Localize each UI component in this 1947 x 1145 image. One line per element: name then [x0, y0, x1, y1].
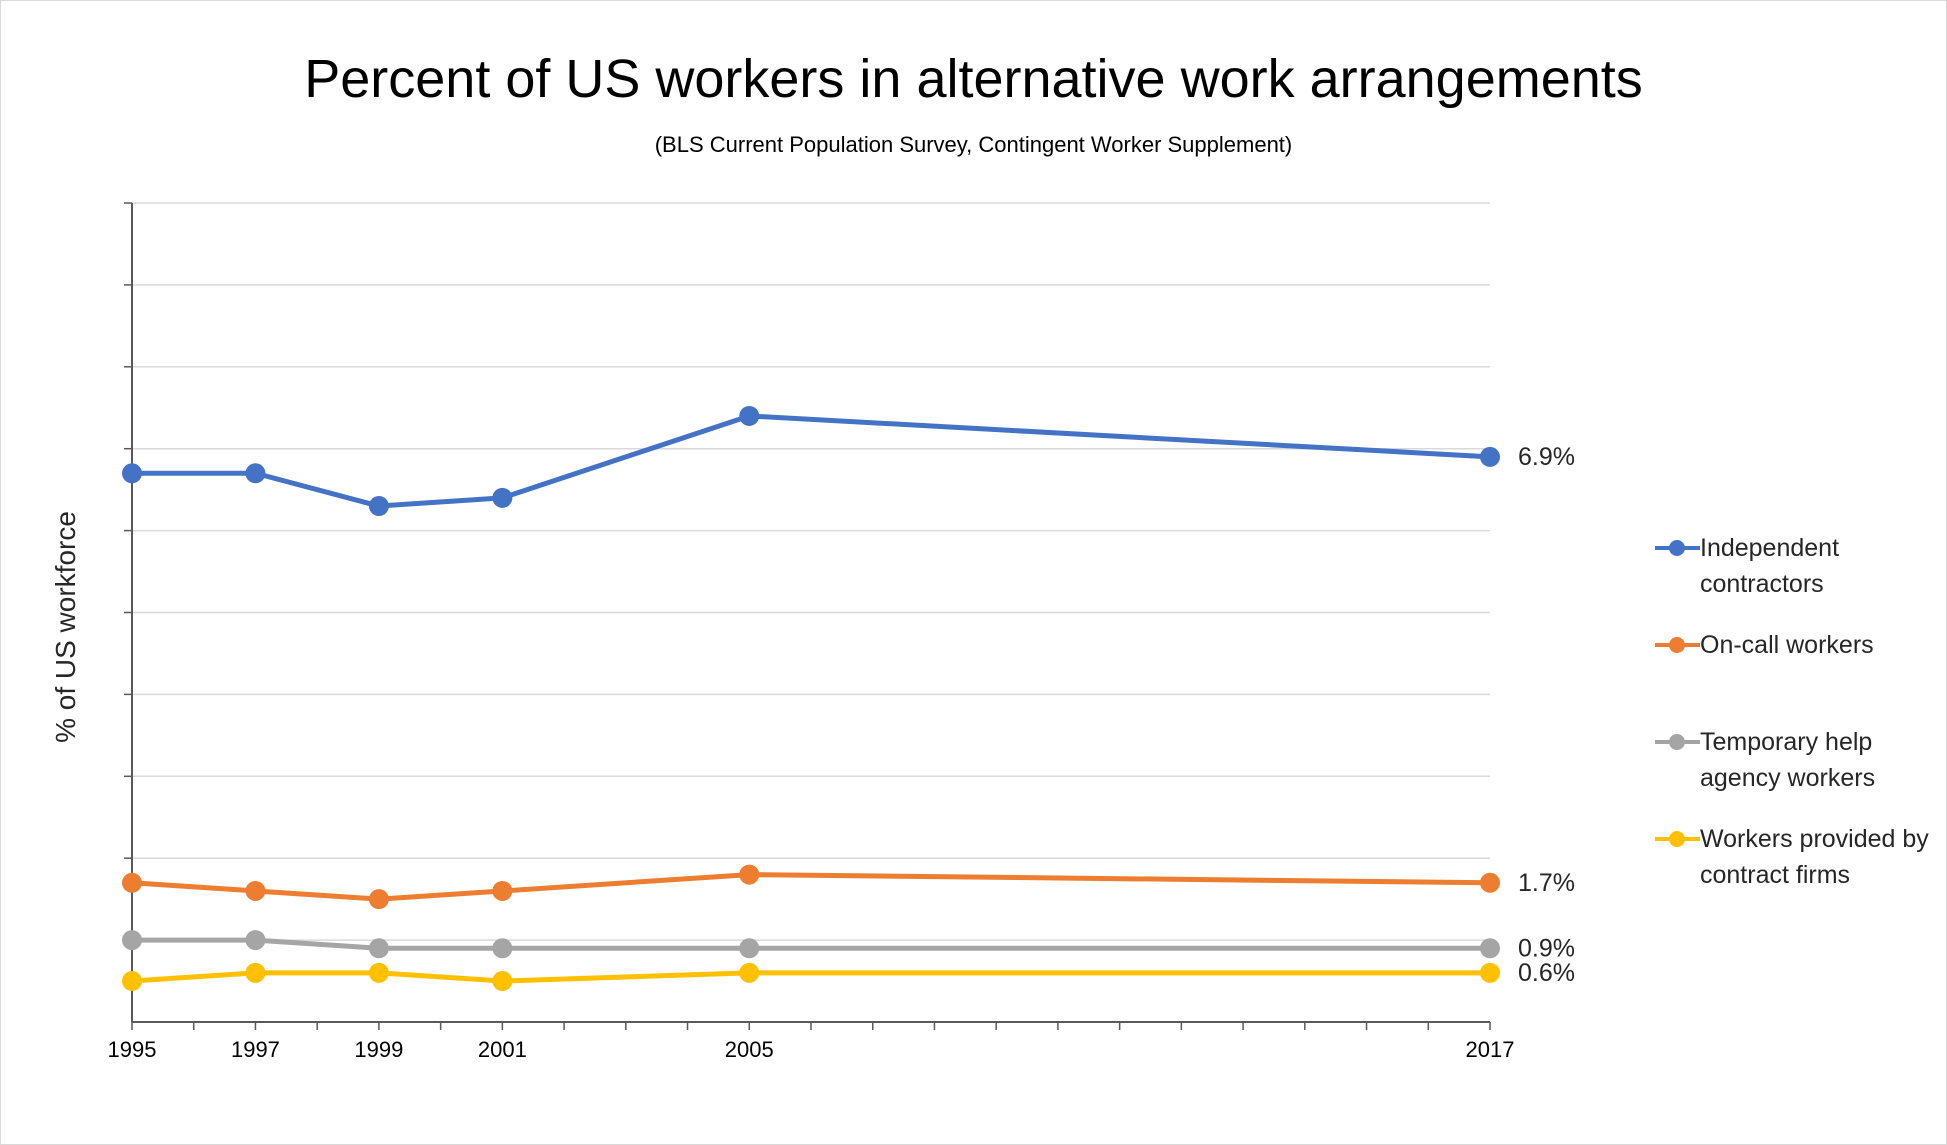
data-point [492, 880, 513, 901]
data-point [368, 889, 389, 910]
legend-label: Workers provided by contract firms [1700, 825, 1929, 889]
legend-label: Temporary help agency workers [1700, 728, 1876, 792]
chart-subtitle: (BLS Current Population Survey, Continge… [654, 132, 1293, 157]
data-label: 0.9% [1518, 934, 1575, 962]
data-point [1480, 446, 1500, 467]
legend-item-contract-firms: Workers provided by contract firms [1655, 824, 1930, 893]
series-1 [122, 405, 1500, 517]
axes [124, 202, 1491, 1030]
series-layer [122, 405, 1500, 992]
data-point [122, 463, 142, 484]
legend-marker-gray [1655, 734, 1700, 750]
legend-label: Independent contractors [1700, 534, 1840, 598]
data-point [492, 938, 513, 959]
series-3 [122, 930, 1500, 959]
series-line [129, 937, 1493, 951]
data-point [492, 487, 513, 508]
data-point [1480, 962, 1500, 983]
data-point [739, 864, 760, 885]
x-tick-label: 1999 [354, 1037, 403, 1062]
legend-item-on-call-workers: On-call workers [1655, 630, 1930, 663]
data-label: 1.7% [1518, 869, 1575, 897]
data-point [1480, 938, 1500, 959]
legend-marker-orange [1655, 637, 1700, 653]
data-point [739, 962, 760, 983]
data-point [245, 930, 266, 951]
series-4 [122, 962, 1500, 992]
legend-marker-blue [1655, 540, 1700, 556]
data-point [122, 971, 142, 992]
x-tick-label: 2005 [725, 1037, 774, 1062]
legend-label: On-call workers [1700, 631, 1874, 659]
data-point [122, 872, 142, 893]
legend-marker-yellow [1655, 831, 1700, 847]
data-point [368, 496, 389, 517]
data-point [122, 930, 142, 951]
y-axis-label: % of US workforce [50, 511, 81, 743]
data-point [368, 962, 389, 983]
chart-title: Percent of US workers in alternative wor… [304, 49, 1643, 109]
series-2 [122, 864, 1500, 910]
x-tick-label: 1995 [108, 1037, 157, 1062]
legend-item-independent-contractors: Independent contractors [1655, 533, 1930, 602]
data-label: 6.9% [1518, 443, 1575, 471]
x-tick-label: 2017 [1466, 1037, 1515, 1062]
labels: 1995 1997 1999 2001 2005 2017 6.9% 1.7% 0.9%0.6% [108, 443, 1575, 1062]
series-line [129, 970, 1493, 984]
data-point [245, 880, 266, 901]
data-point [492, 971, 513, 992]
data-point [739, 405, 760, 426]
data-point [368, 938, 389, 959]
data-point [1480, 872, 1500, 893]
x-tick-label: 2001 [478, 1037, 527, 1062]
data-point [245, 463, 266, 484]
x-tick-label: 1997 [231, 1037, 280, 1062]
series-line [129, 872, 1493, 902]
data-point [739, 938, 760, 959]
gridlines [132, 202, 1490, 941]
data-label: 0.6% [1518, 959, 1575, 987]
data-point [245, 962, 266, 983]
series-line [129, 413, 1493, 509]
legend-item-temporary-help: Temporary help agency workers [1655, 727, 1930, 796]
